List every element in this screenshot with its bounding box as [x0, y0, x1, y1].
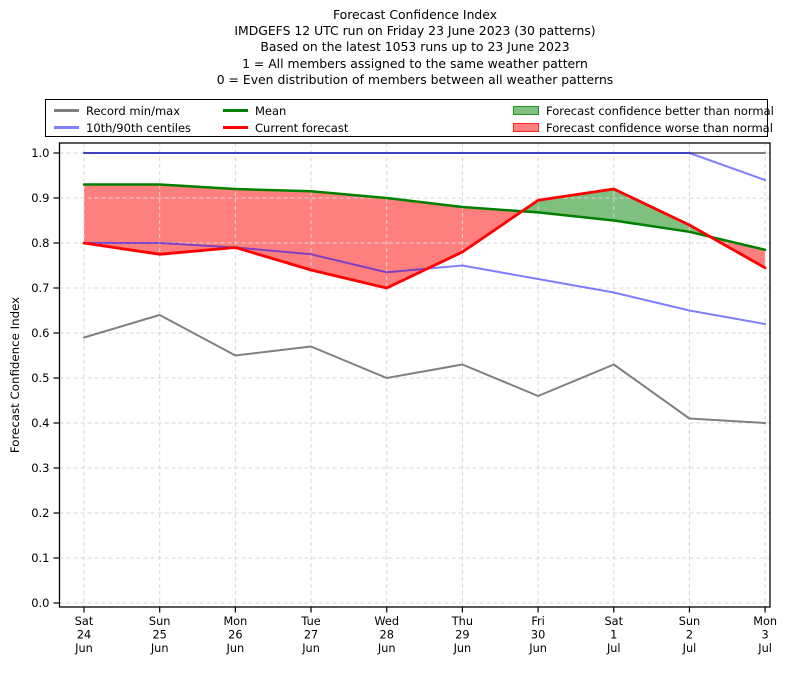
y-tick-label: 0.8 [31, 236, 49, 250]
y-tick-label: 0.7 [31, 281, 49, 295]
series-current-forecast-line [82, 187, 767, 290]
x-tick-label-month: Jun [528, 642, 547, 655]
x-tick-label-month: Jun [377, 642, 396, 655]
chart-subtitle-scale-zero: 0 = Even distribution of members between… [216, 71, 614, 87]
legend-record-min-max-line-icon [54, 109, 79, 112]
legend: Record min/max 10th/90th centiles Mean Curr… [45, 99, 774, 137]
x-tick-label-date: 26 [228, 629, 242, 642]
legend-item-current-forecast: Current forecast [223, 119, 513, 136]
y-tick-label: 1.0 [31, 146, 49, 160]
x-tick-label-date: 1 [610, 629, 617, 642]
legend-current-forecast-line-icon [223, 126, 248, 129]
y-tick-label: 0.0 [31, 596, 49, 610]
legend-label-record-min-max: Record min/max [86, 103, 181, 118]
legend-item-worse: Forecast confidence worse than normal [513, 119, 774, 136]
x-tick-label-month: Jun [453, 642, 472, 655]
y-tick-label: 0.2 [31, 506, 49, 520]
x-tick-label-day: Sun [149, 615, 171, 628]
x-tick-label-day: Wed [374, 615, 399, 628]
legend-item-better: Forecast confidence better than normal [513, 102, 774, 119]
x-tick-label-month: Jun [74, 642, 93, 655]
y-tick-label: 0.1 [31, 551, 49, 565]
y-tick-label: 0.3 [31, 461, 49, 475]
y-tick-label: 0.9 [31, 191, 49, 205]
x-tick-label-day: Thu [451, 615, 473, 628]
x-tick-label-month: Jun [226, 642, 245, 655]
legend-mean-line-icon [223, 109, 248, 112]
chart-subtitle-scale-one: 1 = All members assigned to the same wea… [242, 55, 588, 71]
chart-title-block: Forecast Confidence Index IMDGEFS 12 UTC… [60, 7, 770, 88]
x-tick-label-day: Fri [531, 615, 544, 628]
series-centile-90-line [83, 152, 767, 181]
y-tick-label: 0.4 [31, 416, 49, 430]
legend-label-worse: Forecast confidence worse than normal [546, 120, 773, 135]
legend-label-better: Forecast confidence better than normal [546, 103, 774, 118]
x-tick-label-day: Sun [679, 615, 701, 628]
x-tick-label-date: 2 [686, 629, 693, 642]
x-tick-label-date: 3 [762, 629, 769, 642]
legend-better-patch-icon [513, 106, 539, 115]
series-mean-line [82, 183, 767, 252]
series-record-min-line [83, 314, 767, 424]
chart-title: Forecast Confidence Index [332, 7, 498, 22]
x-tick-label-date: 25 [152, 629, 166, 642]
x-tick-label-month: Jul [757, 642, 772, 655]
chart-subtitle-run: IMDGEFS 12 UTC run on Friday 23 June 202… [234, 23, 596, 39]
x-tick-label-month: Jun [150, 642, 169, 655]
legend-label-centiles: 10th/90th centiles [86, 120, 192, 135]
fill-region-worse-than-normal [84, 184, 522, 288]
x-tick-label-day: Mon [753, 615, 777, 628]
y-tick-label: 0.5 [31, 371, 49, 385]
legend-worse-patch-icon [513, 123, 539, 132]
legend-item-mean: Mean [223, 102, 513, 119]
legend-centiles-line-icon [54, 126, 79, 129]
x-tick-label-day: Tue [300, 615, 320, 628]
x-tick-label-date: 24 [77, 629, 91, 642]
chart-subtitle-basis: Based on the latest 1053 runs up to 23 J… [260, 39, 570, 55]
fill-region-better-than-normal [522, 189, 711, 237]
x-tick-label-day: Mon [223, 615, 247, 628]
x-tick-label-month: Jul [606, 642, 621, 655]
x-tick-label-date: 29 [455, 629, 469, 642]
x-tick-label-day: Sat [75, 615, 94, 628]
y-tick-label: 0.6 [31, 326, 49, 340]
legend-label-current-forecast: Current forecast [255, 120, 349, 135]
x-tick-label-date: 30 [531, 629, 545, 642]
legend-label-mean: Mean [255, 103, 287, 118]
x-tick-label-day: Sat [604, 615, 623, 628]
legend-item-record-min-max: Record min/max [54, 102, 223, 119]
legend-item-centiles: 10th/90th centiles [54, 119, 223, 136]
axes-spines [58, 142, 771, 608]
x-tick-label-month: Jun [301, 642, 320, 655]
x-tick-label-date: 28 [380, 629, 394, 642]
x-tick-label-month: Jul [682, 642, 697, 655]
x-tick-label-date: 27 [304, 629, 318, 642]
